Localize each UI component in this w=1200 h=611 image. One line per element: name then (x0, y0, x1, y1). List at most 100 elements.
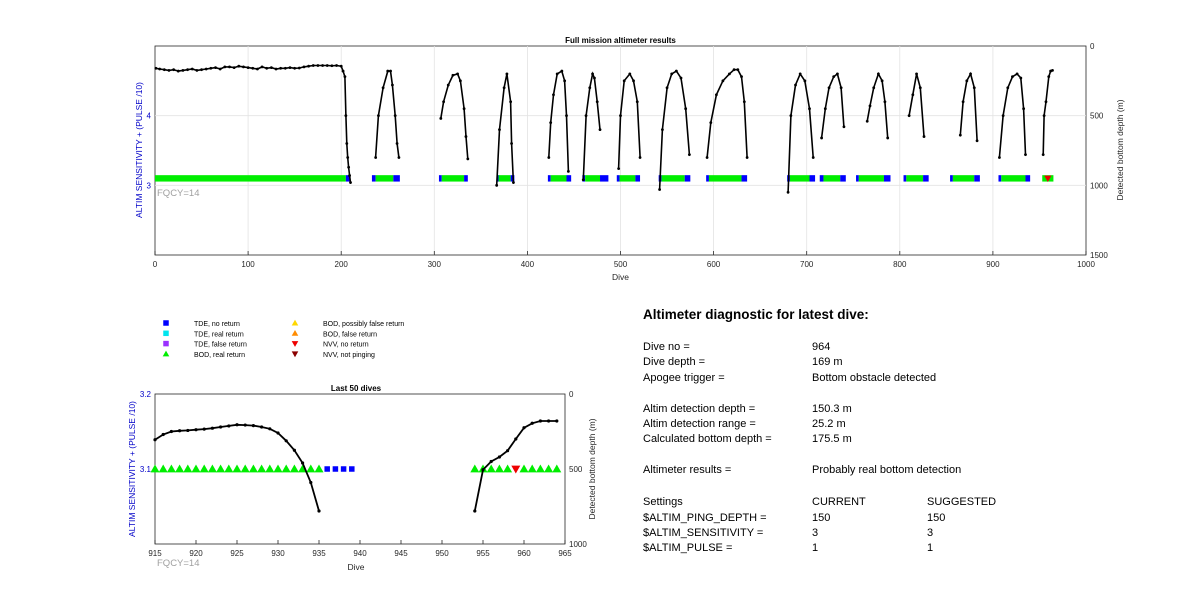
bod-real-return-marker (265, 464, 275, 473)
depth-point (635, 100, 639, 104)
depth-point (975, 139, 979, 143)
tde-no-return-marker (903, 175, 907, 182)
depth-point (442, 100, 446, 104)
setting-suggested: 3 (927, 527, 934, 539)
depth-point (547, 419, 551, 423)
depth-point (339, 64, 343, 68)
depth-point (588, 86, 592, 90)
legend-marker (291, 341, 299, 347)
depth-point (907, 114, 911, 118)
diagnostic-value: Bottom obstacle detected (812, 372, 937, 384)
tde-no-return-marker (616, 175, 620, 182)
depth-point (279, 66, 283, 70)
tde-no-return-marker (371, 175, 376, 182)
top-x-axis-label: Dive (612, 272, 629, 282)
depth-point (348, 174, 351, 177)
depth-point (464, 135, 468, 138)
x-tick-label: 400 (521, 260, 535, 269)
diagnostic-label: Dive no = (643, 341, 690, 353)
depth-point (297, 66, 301, 70)
depth-point (209, 66, 213, 70)
depth-point (1006, 86, 1010, 90)
depth-point (883, 100, 887, 104)
depth-point (581, 178, 585, 182)
legend-marker (163, 340, 169, 347)
depth-point (341, 69, 345, 73)
depth-point (622, 79, 626, 83)
top-y-axis-label: ALTIM SENSITIVITY + (PULSE /10) (134, 82, 144, 218)
diagnostic-value: 150.3 m (812, 403, 852, 415)
y-right-tick-label: 1000 (569, 540, 587, 549)
bod-real-return-marker (550, 175, 567, 182)
depth-point (872, 86, 876, 90)
depth-point (489, 459, 493, 464)
diagnostic-title: Altimeter diagnostic for latest dive: (643, 307, 869, 322)
depth-point (186, 68, 189, 72)
depth-point (232, 66, 236, 69)
bod-real-return-marker (183, 464, 193, 473)
settings-header: Settings (643, 496, 683, 508)
bod-real-return-marker (175, 464, 185, 473)
bod-real-return-marker (585, 175, 601, 182)
depth-point (1001, 114, 1005, 118)
diagnostic-label: Calculated bottom depth = (643, 433, 772, 445)
tde-no-return-marker (998, 175, 1002, 182)
tde-no-return-marker (438, 175, 442, 182)
depth-point (202, 427, 206, 431)
depth-point (820, 136, 823, 140)
depth-point (251, 66, 255, 70)
depth-point (391, 83, 394, 87)
depth-point (839, 86, 843, 90)
depth-point (827, 86, 831, 90)
depth-point (566, 170, 570, 173)
depth-point (958, 133, 962, 137)
depth-point (307, 64, 311, 68)
x-tick-label: 700 (800, 260, 814, 269)
diagnostic-label: Altimeter results = (643, 464, 732, 476)
nvv-no-return-marker (511, 465, 521, 474)
depth-point (658, 188, 662, 191)
x-tick-label: 200 (335, 260, 349, 269)
legend-label: BOD, real return (194, 352, 245, 359)
depth-point (200, 68, 203, 72)
depth-point (1011, 75, 1014, 79)
bod-real-return-marker (248, 464, 258, 473)
depth-point (1022, 107, 1026, 111)
diagnostic-value: 175.5 m (812, 433, 852, 445)
depth-point (742, 100, 746, 104)
depth-point (260, 65, 264, 69)
depth-point (969, 72, 972, 76)
depth-point (1015, 72, 1019, 76)
depth-point (283, 66, 287, 70)
depth-point (522, 426, 526, 430)
tde-no-return-marker (496, 175, 500, 182)
y-left-tick-label: 3.1 (140, 465, 152, 474)
top-chart-title: Full mission altimeter results (565, 36, 676, 45)
x-tick-label: 965 (558, 549, 572, 558)
bod-real-return-marker (257, 464, 267, 473)
tde-no-return-marker (974, 175, 980, 182)
depth-point (251, 424, 255, 428)
tde-no-return-marker (809, 175, 816, 182)
bod-real-return-marker (535, 464, 545, 473)
x-tick-label: 500 (614, 260, 628, 269)
bottom-right-axis-label: Detected bottom depth (m) (587, 418, 597, 519)
depth-point (509, 100, 513, 104)
depth-point (665, 86, 669, 90)
legend-label: BOD, possibly false return (323, 321, 404, 328)
setting-current: 1 (812, 542, 819, 554)
depth-point (473, 509, 477, 513)
tde-no-return-marker (883, 175, 891, 182)
bod-real-return-marker (503, 464, 513, 473)
tde-no-return-marker (393, 175, 400, 182)
depth-point (195, 68, 199, 72)
depth-point (316, 64, 320, 67)
top-setting-markers (155, 175, 1054, 182)
depth-line (548, 69, 570, 172)
bod-real-return-marker (158, 464, 168, 473)
depth-point (374, 156, 378, 159)
depth-point (555, 419, 559, 423)
bod-real-return-marker (166, 464, 176, 473)
depth-point (223, 65, 227, 69)
bottom-tick-labels: 915 920 925 930 935 940 945 950 955 960 965 3.1 3.2 0… (140, 390, 587, 558)
